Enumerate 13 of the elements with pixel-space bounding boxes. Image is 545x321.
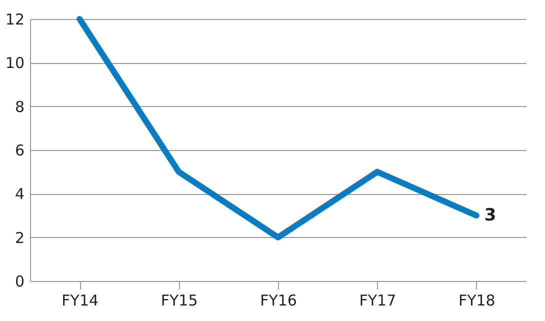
x-tick-label: FY15 [160, 292, 198, 310]
y-tick-label: 4 [14, 185, 24, 204]
x-tick-label: FY16 [260, 292, 297, 310]
x-tick-label: FY18 [458, 292, 496, 310]
y-tick-label: 2 [14, 228, 24, 247]
y-tick-label: 6 [14, 142, 24, 160]
y-tick-label: 12 [5, 10, 24, 28]
data-label: 3 [484, 206, 496, 226]
y-tick-label: 0 [14, 272, 24, 290]
x-tick-label: FY17 [359, 292, 396, 310]
y-tick-label: 8 [14, 98, 24, 116]
y-tick-label: 10 [5, 54, 24, 72]
x-tick-label: FY14 [62, 292, 99, 310]
